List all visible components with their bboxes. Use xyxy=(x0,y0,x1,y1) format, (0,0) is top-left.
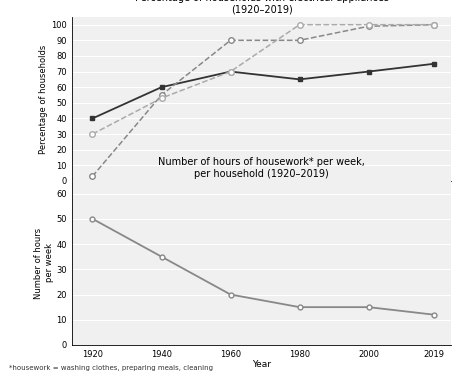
X-axis label: Year: Year xyxy=(252,196,271,205)
Title: Percentage of households with electrical appliances
(1920–2019): Percentage of households with electrical… xyxy=(135,0,388,15)
Y-axis label: Number of hours
per week: Number of hours per week xyxy=(34,227,54,298)
Text: *housework = washing clothes, preparing meals, cleaning: *housework = washing clothes, preparing … xyxy=(9,365,213,371)
Y-axis label: Percentage of households: Percentage of households xyxy=(39,44,48,153)
Title: Number of hours of housework* per week,
per household (1920–2019): Number of hours of housework* per week, … xyxy=(158,157,365,179)
Legend: Washing machine, Refrigerator, Vacuum cleaner: Washing machine, Refrigerator, Vacuum cl… xyxy=(136,247,387,262)
X-axis label: Year: Year xyxy=(252,360,271,369)
